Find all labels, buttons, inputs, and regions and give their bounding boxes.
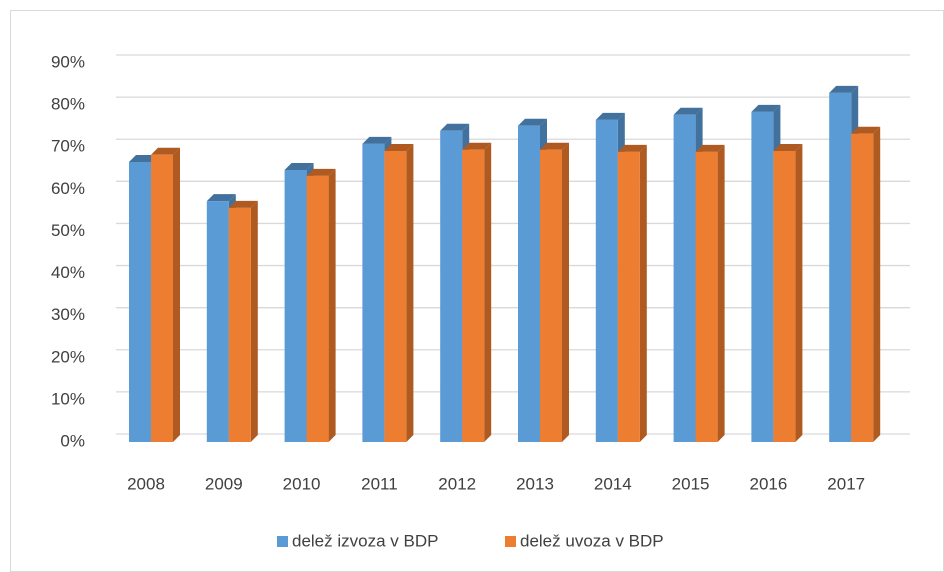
bar — [462, 149, 485, 442]
bar-top — [851, 126, 881, 134]
bar-side — [328, 168, 336, 442]
bar-top — [384, 144, 414, 152]
bar-side — [406, 144, 414, 443]
y-tick-label: 80% — [51, 95, 85, 114]
x-tick-label: 2014 — [594, 474, 632, 493]
x-tick-label: 2017 — [827, 474, 865, 493]
bar — [751, 111, 774, 443]
bar-top — [206, 194, 236, 202]
bar-top — [151, 147, 180, 155]
bar — [695, 151, 718, 443]
bar — [206, 201, 229, 442]
bar-top — [695, 144, 725, 152]
bar-top — [673, 107, 703, 115]
bar — [540, 149, 562, 442]
x-tick-label: 2010 — [283, 474, 321, 493]
x-tick-label: 2009 — [205, 474, 243, 493]
x-tick-label: 2012 — [438, 474, 476, 493]
legend-swatch — [505, 536, 516, 547]
y-tick-label: 70% — [51, 137, 85, 156]
bar — [129, 161, 151, 442]
y-tick-label: 90% — [51, 52, 85, 71]
bar-top — [773, 144, 803, 152]
bar-top — [462, 142, 492, 150]
bar-top — [284, 162, 314, 170]
bar-top — [362, 136, 392, 144]
legend-label: delež izvoza v BDP — [292, 531, 438, 550]
bar — [362, 143, 385, 442]
bar-top — [617, 144, 647, 152]
bar-top — [129, 154, 158, 162]
bar-side — [484, 142, 492, 442]
bar — [595, 119, 618, 442]
y-tick-label: 30% — [51, 305, 85, 324]
bar-top — [306, 168, 336, 176]
bar — [773, 151, 796, 443]
bar-side — [639, 144, 647, 443]
bar-top — [595, 112, 625, 120]
bar-side — [717, 144, 725, 443]
bar — [228, 207, 251, 442]
bar — [851, 133, 874, 442]
bar — [617, 151, 640, 443]
bar-side — [795, 144, 803, 443]
bar — [673, 114, 696, 443]
x-tick-label: 2015 — [672, 474, 710, 493]
y-tick-label: 40% — [51, 263, 85, 282]
y-tick-label: 0% — [60, 431, 85, 450]
bar — [440, 130, 463, 442]
bar-top — [440, 123, 470, 131]
bar-top — [540, 142, 569, 150]
bar-top — [751, 104, 781, 112]
y-tick-label: 50% — [51, 221, 85, 240]
bar-top — [228, 200, 258, 208]
legend-swatch — [277, 536, 288, 547]
bar-side — [250, 200, 258, 442]
y-tick-label: 60% — [51, 179, 85, 198]
y-tick-label: 20% — [51, 347, 85, 366]
bar — [284, 169, 307, 442]
bar-top — [829, 85, 859, 93]
bar — [384, 151, 407, 443]
x-tick-label: 2011 — [361, 474, 398, 493]
bar-side — [562, 142, 569, 442]
bar — [306, 175, 329, 442]
y-tick-label: 10% — [51, 389, 85, 408]
bar — [518, 125, 540, 443]
bar — [151, 154, 173, 442]
bar-side — [173, 147, 180, 442]
bar-side — [873, 126, 881, 442]
bar-top — [518, 118, 547, 126]
x-tick-label: 2008 — [127, 474, 165, 493]
bar — [829, 92, 852, 442]
legend-label: delež uvoza v BDP — [520, 531, 664, 550]
x-tick-label: 2016 — [749, 474, 787, 493]
x-tick-label: 2013 — [516, 474, 554, 493]
